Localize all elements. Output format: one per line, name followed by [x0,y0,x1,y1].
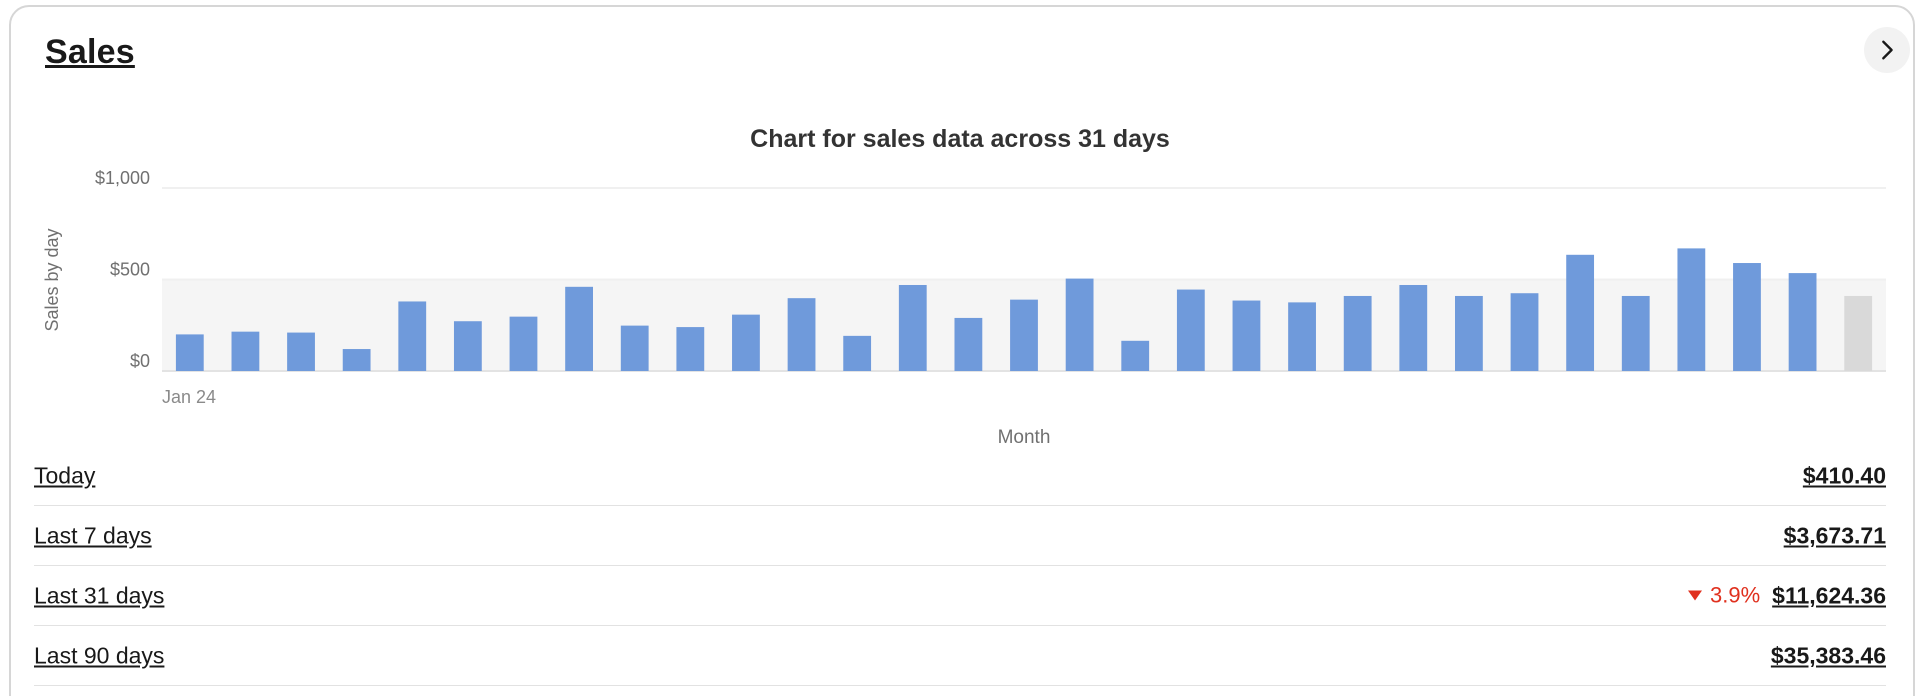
bar [453,321,482,371]
x-tick-label: Jan 24 [162,387,216,407]
bar [231,331,260,371]
bar [1232,300,1261,371]
summary-label[interactable]: Last 31 days [34,582,165,608]
arrow-down-icon [1688,590,1702,601]
bar [898,284,927,371]
bar [1343,295,1372,371]
bar [398,301,427,371]
bar [620,325,649,371]
summary-value[interactable]: $11,624.36 [1772,582,1886,608]
summary-label[interactable]: Today [34,462,96,488]
bar [1566,254,1595,371]
y-tick-label: $0 [130,351,150,371]
card-title[interactable]: Sales [45,33,135,71]
y-tick-label: $1,000 [95,168,150,188]
bar [787,298,816,371]
bar [1621,295,1650,371]
bar [732,314,760,371]
bar [509,316,538,371]
bar [1065,278,1094,371]
bar [1176,289,1205,371]
summary-value[interactable]: $410.40 [1802,462,1886,488]
bar [843,335,872,371]
summary-row-last-7-days[interactable]: Last 7 days $3,673.71 [34,506,1886,566]
expand-button[interactable] [1864,27,1910,73]
bar [1788,273,1817,371]
x-axis-label: Month [998,427,1051,448]
bar [1733,263,1761,371]
chevron-right-icon [1882,40,1893,60]
bar [1510,293,1539,371]
summary-value[interactable]: $35,383.46 [1770,642,1886,668]
y-axis-label: Sales by day [42,228,62,331]
bar [676,327,705,371]
summary-row-last-90-days[interactable]: Last 90 days $35,383.46 [34,626,1886,686]
summary-value[interactable]: $3,673.71 [1783,522,1886,548]
y-tick-label: $500 [110,260,150,280]
bar [565,286,593,371]
summary-label[interactable]: Last 90 days [34,642,165,668]
bar [342,349,371,371]
bar [954,317,983,371]
bar [1121,340,1150,371]
trend-indicator: 3.9% [1688,583,1760,609]
bar [1399,284,1428,371]
bar [175,334,204,371]
bar [1288,302,1316,371]
bar [1677,248,1706,371]
bar [1455,295,1483,371]
summary-row-today[interactable]: Today $410.40 [34,446,1886,506]
bar-current-day [1844,295,1873,371]
chart-title: Chart for sales data across 31 days [750,125,1170,153]
trend-percent: 3.9% [1710,582,1761,608]
summary-row-last-31-days[interactable]: Last 31 days 3.9% $11,624.36 [34,566,1886,626]
sales-chart: Chart for sales data across 31 days $1,00… [42,125,1886,448]
bar [287,332,315,371]
bar [1010,299,1038,371]
summary-label[interactable]: Last 7 days [34,522,152,548]
